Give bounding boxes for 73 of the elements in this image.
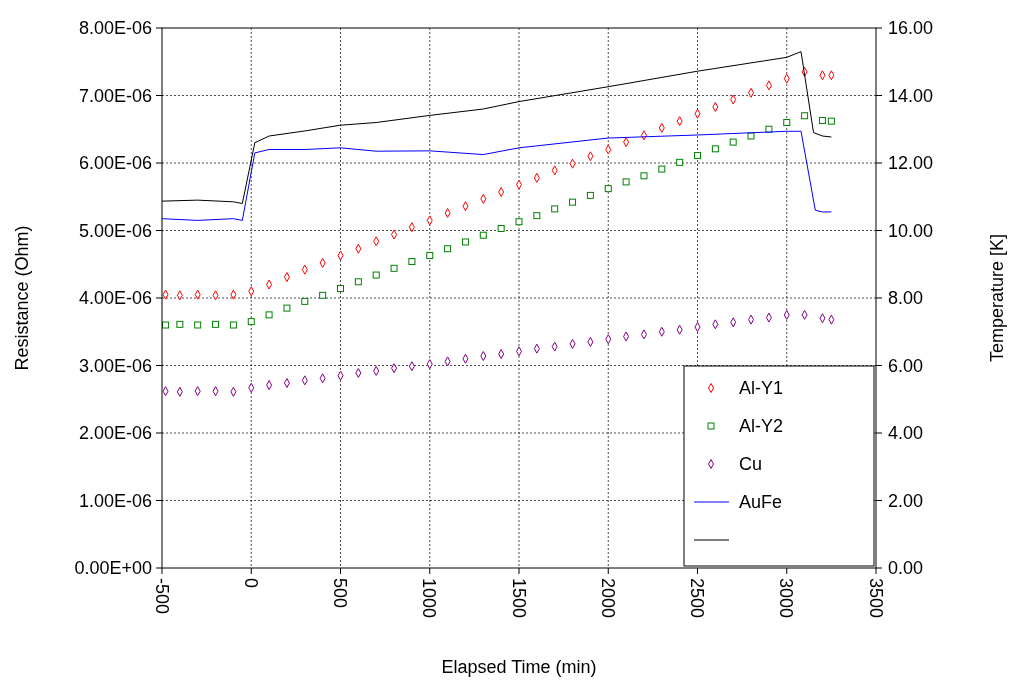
y-tick-label: 4.00E-06 (78, 288, 152, 308)
y-axis-title: Resistance (Ohm) (12, 225, 32, 371)
x-tick-label: 1500 (508, 578, 529, 619)
x-tick-label: 3500 (865, 578, 886, 619)
y-tick-label: 8.00E-06 (78, 18, 152, 38)
point (444, 245, 452, 253)
point (265, 311, 273, 319)
y2-tick-label: 10.00 (888, 220, 934, 241)
y2-tick-label: 6.00 (888, 355, 924, 376)
y-tick-label: 6.00E-06 (78, 153, 152, 173)
legend-label: Cu (739, 454, 763, 474)
y2-tick-label: 4.00 (888, 423, 924, 443)
point (604, 185, 612, 193)
y2-tick-label: 0.00 (888, 558, 924, 578)
point (247, 318, 255, 326)
point (586, 191, 594, 199)
x-tick-label: 1000 (419, 578, 440, 619)
x-tick-label: 500 (330, 578, 351, 609)
y-tick-label: 1.00E-06 (78, 490, 152, 511)
legend-label: Al-Y1 (739, 378, 784, 398)
point (229, 321, 237, 329)
line-series (161, 130, 832, 221)
y2-tick-label: 14.00 (888, 85, 934, 106)
y-tick-label: 7.00E-06 (78, 85, 152, 106)
point (212, 320, 220, 328)
x-axis-title: Elapsed Time (min) (441, 657, 597, 677)
y2-tick-label: 8.00 (888, 288, 924, 308)
y-tick-label: 2.00E-06 (78, 423, 152, 443)
y-tick-label: 5.00E-06 (78, 220, 152, 241)
point (676, 158, 684, 166)
point (337, 285, 344, 293)
legend-label: AuFe (739, 492, 783, 512)
point (783, 119, 791, 126)
point (533, 212, 541, 220)
point (711, 145, 719, 153)
point (479, 231, 487, 239)
legend-label: Al-Y2 (739, 416, 784, 436)
point (515, 218, 523, 226)
y2-tick-label: 16.00 (888, 18, 934, 38)
point (818, 116, 826, 124)
y-tick-label: 0.00E+00 (74, 558, 152, 578)
x-tick-label: -500 (151, 578, 172, 615)
point (640, 172, 648, 180)
point (319, 291, 327, 299)
x-tick-label: 2500 (687, 578, 708, 619)
x-tick-label: 3000 (776, 578, 797, 619)
y2-tick-label: 12.00 (888, 153, 934, 173)
point (729, 138, 737, 146)
point (390, 264, 398, 272)
x-tick-label: 0 (240, 578, 261, 589)
point (176, 320, 184, 328)
point (801, 112, 809, 120)
point (622, 178, 630, 186)
point (354, 278, 362, 286)
x-tick-label: 2000 (597, 578, 618, 619)
point (408, 258, 416, 266)
point (301, 297, 309, 305)
point (747, 132, 755, 140)
point (694, 152, 701, 160)
point (658, 165, 666, 173)
point (569, 198, 577, 206)
point (426, 251, 434, 259)
point (827, 117, 835, 125)
y-tick-label: 3.00E-06 (78, 355, 152, 376)
point (283, 304, 291, 312)
point (194, 321, 202, 329)
point (551, 205, 559, 213)
point (461, 238, 469, 246)
point (162, 321, 170, 329)
y2-tick-label: 2.00 (888, 490, 924, 511)
point (497, 224, 505, 232)
y2-axis-title: Temperature [K] (987, 233, 1007, 363)
point (372, 271, 380, 279)
